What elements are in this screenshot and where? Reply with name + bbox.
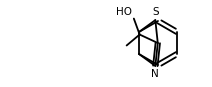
Text: S: S: [152, 7, 159, 17]
Text: N: N: [151, 69, 159, 79]
Text: HO: HO: [116, 7, 132, 17]
